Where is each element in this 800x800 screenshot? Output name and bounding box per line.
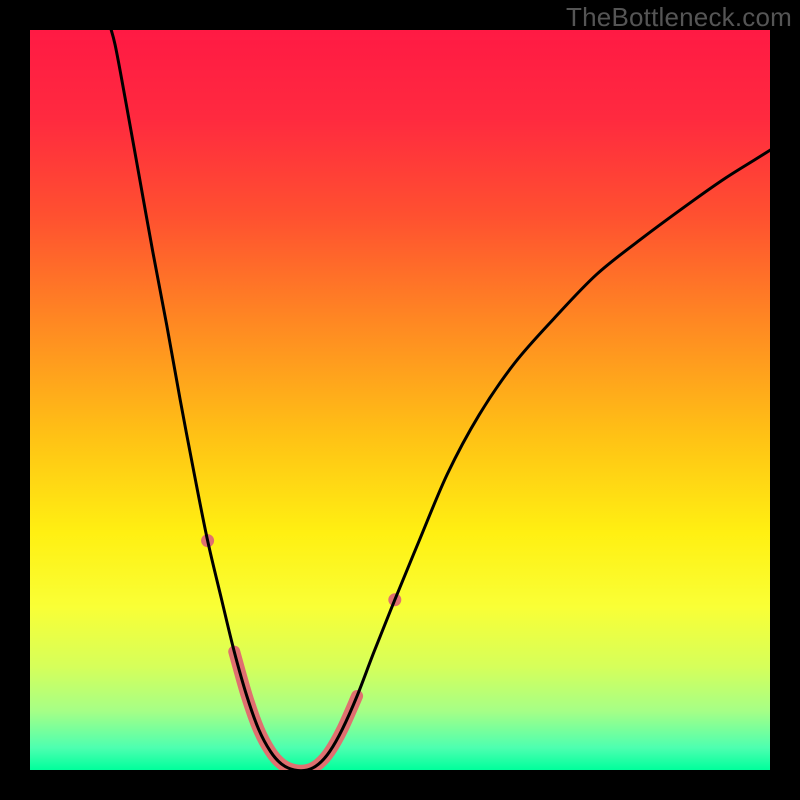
- chart-svg: [30, 30, 770, 770]
- chart-background: [30, 30, 770, 770]
- watermark-label: TheBottleneck.com: [566, 2, 792, 33]
- chart-plot-area: [30, 30, 770, 770]
